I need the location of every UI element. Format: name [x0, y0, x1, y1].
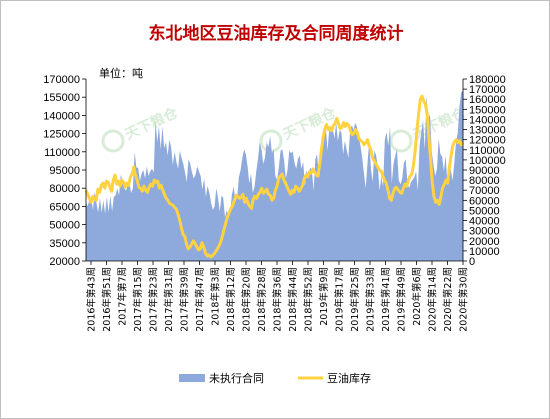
right-tick-label: 30000 — [469, 226, 500, 238]
right-tick-label: 10000 — [469, 246, 500, 258]
x-tick-label: 2020年第6周 — [411, 267, 423, 326]
legend-item-contract: 未执行合同 — [179, 371, 264, 385]
left-tick-label: 140000 — [43, 110, 80, 122]
x-tick-label: 2018年第44周 — [287, 267, 299, 332]
x-tick-label: 2016年第43周 — [86, 267, 98, 332]
chart-title: 东北地区豆油库存及合同周度统计 — [148, 24, 404, 44]
x-tick-label: 2018年第3周 — [210, 267, 222, 326]
x-tick-label: 2017年第7周 — [117, 267, 129, 326]
x-tick-label: 2017年第15周 — [132, 267, 144, 332]
right-tick-label: 90000 — [469, 165, 500, 177]
left-tick-label: 20000 — [49, 256, 80, 268]
left-tick-label: 110000 — [44, 147, 80, 159]
x-tick-label: 2018年第12周 — [225, 267, 237, 332]
legend: 未执行合同 豆油库存 — [179, 371, 371, 385]
left-tick-label: 50000 — [49, 220, 80, 232]
left-tick-label: 170000 — [43, 74, 80, 86]
left-tick-label: 35000 — [49, 238, 80, 250]
right-tick-label: 170000 — [469, 84, 506, 96]
inventory-line-layer — [84, 94, 465, 259]
right-tick-label: 120000 — [469, 135, 506, 147]
left-tick-label: 125000 — [43, 129, 80, 141]
legend-label-contract: 未执行合同 — [209, 371, 264, 385]
contract-area-layer — [86, 91, 463, 261]
legend-item-inventory: 豆油库存 — [298, 371, 371, 385]
left-tick-label: 95000 — [49, 165, 80, 177]
right-tick-label: 150000 — [469, 104, 506, 116]
x-tick-label: 2019年第33周 — [365, 267, 377, 332]
right-tick-label: 80000 — [469, 175, 500, 187]
right-tick-label: 140000 — [469, 114, 506, 126]
right-tick-label: 160000 — [469, 94, 506, 106]
left-tick-label: 65000 — [49, 201, 80, 213]
series-contract-area — [86, 91, 463, 261]
x-tick-label: 2019年第49周 — [396, 267, 408, 332]
right-tick-label: 180000 — [469, 74, 506, 86]
x-tick-label: 2017年第47周 — [194, 267, 206, 332]
legend-swatch-contract — [179, 374, 205, 382]
left-tick-label: 155000 — [43, 92, 80, 104]
right-tick-label: 20000 — [469, 236, 500, 248]
right-tick-label: 40000 — [469, 216, 500, 228]
x-tick-label: 2020年第22周 — [442, 267, 454, 332]
right-tick-label: 70000 — [469, 185, 500, 197]
x-tick-label: 2017年第23周 — [148, 267, 160, 332]
right-tick-label: 130000 — [469, 125, 506, 137]
right-tick-label: 60000 — [469, 195, 500, 207]
x-tick-label: 2018年第20周 — [241, 267, 253, 332]
x-tick-label: 2020年第14周 — [427, 267, 439, 332]
right-tick-label: 100000 — [469, 155, 506, 167]
x-tick-label: 2019年第25周 — [349, 267, 361, 332]
right-tick-label: 50000 — [469, 205, 500, 217]
x-tick-label: 2020年第30周 — [458, 267, 470, 332]
x-tick-label: 2017年第31周 — [163, 267, 175, 332]
legend-label-inventory: 豆油库存 — [327, 371, 371, 385]
x-tick-label: 2019年第9周 — [318, 267, 330, 326]
axes-layer: 20000 35000 50000 65000 80000 95000 110000 1250… — [43, 74, 505, 332]
right-tick-label: 110000 — [469, 145, 505, 157]
unit-label: 单位：吨 — [99, 67, 143, 80]
x-tick-label: 2019年第17周 — [334, 267, 346, 332]
x-tick-label: 2018年第28周 — [256, 267, 268, 332]
x-tick-label: 2016年第51周 — [101, 267, 113, 332]
x-tick-label: 2018年第52周 — [303, 267, 315, 332]
watermark-text: 天下粮仓 — [122, 104, 181, 143]
left-tick-label: 80000 — [49, 183, 80, 195]
x-tick-label: 2019年第41周 — [380, 267, 392, 332]
x-tick-label: 2017年第39周 — [179, 267, 191, 332]
series-inventory-line — [84, 94, 465, 259]
x-tick-label: 2018年第36周 — [272, 267, 284, 332]
right-tick-label: 0 — [469, 256, 475, 268]
